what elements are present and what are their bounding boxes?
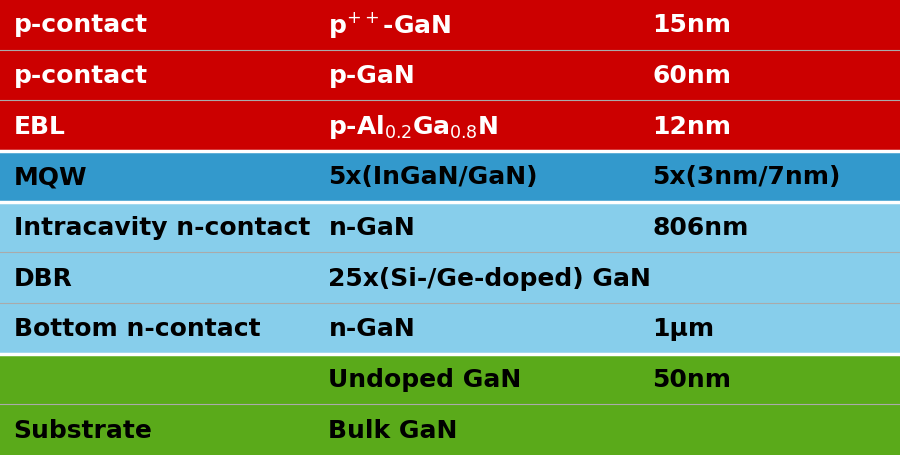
Text: 5x(InGaN/GaN): 5x(InGaN/GaN) (328, 165, 538, 189)
Text: Undoped GaN: Undoped GaN (328, 367, 522, 391)
Bar (0, 101, 900, 152)
Text: 12nm: 12nm (652, 114, 732, 138)
Text: p-contact: p-contact (14, 13, 148, 37)
Text: p$^{++}$-GaN: p$^{++}$-GaN (328, 10, 452, 40)
Text: Substrate: Substrate (14, 418, 152, 442)
Bar (0, 202, 900, 253)
Bar (0, 354, 900, 404)
Text: Intracavity n-contact: Intracavity n-contact (14, 216, 310, 239)
Text: n-GaN: n-GaN (328, 216, 415, 239)
Bar (0, 0, 900, 51)
Text: Bottom n-contact: Bottom n-contact (14, 317, 260, 341)
Bar (0, 253, 900, 303)
Bar (0, 303, 900, 354)
Bar (0, 152, 900, 202)
Text: n-GaN: n-GaN (328, 317, 415, 341)
Text: p-Al$_{0.2}$Ga$_{0.8}$N: p-Al$_{0.2}$Ga$_{0.8}$N (328, 112, 499, 140)
Text: 15nm: 15nm (652, 13, 732, 37)
Text: DBR: DBR (14, 266, 72, 290)
Bar (0, 51, 900, 101)
Text: Bulk GaN: Bulk GaN (328, 418, 458, 442)
Text: 50nm: 50nm (652, 367, 732, 391)
Text: 1μm: 1μm (652, 317, 715, 341)
Text: 806nm: 806nm (652, 216, 749, 239)
Text: 25x(Si-/Ge-doped) GaN: 25x(Si-/Ge-doped) GaN (328, 266, 652, 290)
Bar (0, 404, 900, 455)
Text: p-GaN: p-GaN (328, 64, 415, 88)
Text: 60nm: 60nm (652, 64, 732, 88)
Text: 5x(3nm/7nm): 5x(3nm/7nm) (652, 165, 841, 189)
Text: p-contact: p-contact (14, 64, 148, 88)
Text: EBL: EBL (14, 114, 66, 138)
Text: MQW: MQW (14, 165, 87, 189)
